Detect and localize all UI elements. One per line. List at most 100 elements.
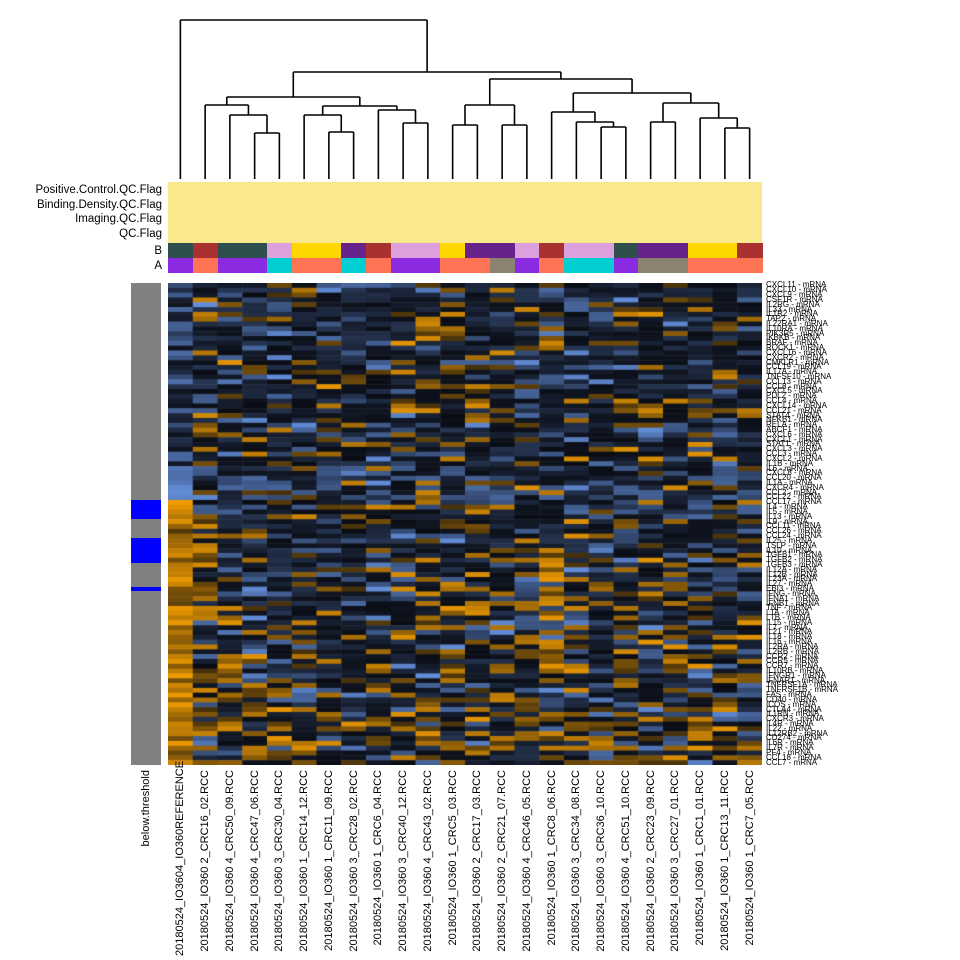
gene-row-label: CCL19 - mRNA <box>766 362 822 372</box>
annotation-cell <box>366 243 392 258</box>
gene-row-label: CXCL9 - mRNA <box>766 290 823 300</box>
gene-row-label: TNFSF10 - mRNA <box>766 371 832 381</box>
annotation-cell <box>712 258 738 273</box>
gene-row-label: CCL21 - mRNA <box>766 405 822 415</box>
gene-row-label: IFNA1 - mRNA <box>766 593 820 603</box>
sample-column-label: 20180524_IO360 4_CRC43_02.RCC <box>421 770 434 952</box>
sample-column-label: 20180524_IO360 1_CRC13_11.RCC <box>718 770 731 951</box>
gene-row-label: IL21 - mRNA <box>766 627 813 637</box>
gene-row-label: IFNB1 - mRNA <box>766 598 820 608</box>
annotation-cell <box>366 258 392 273</box>
below-threshold-flag-segment <box>131 586 161 592</box>
gene-row-label: CXCR4 - mRNA <box>766 482 824 492</box>
sample-column-label: 20180524_IO360 4_CRC50_09.RCC <box>223 770 236 952</box>
gene-row-label: CXCL11 - mRNA <box>766 280 827 290</box>
gene-row-label: CCL24 - mRNA <box>766 531 822 541</box>
sample-column-label: 20180524_IO360 3_CRC27_01.RCC <box>669 770 682 952</box>
gene-row-label: TGFB3 - mRNA <box>766 559 823 569</box>
gene-row-label: IL1RN - mRNA <box>766 709 820 719</box>
annotation-label-b: B <box>154 244 162 257</box>
annotation-cell <box>663 243 689 258</box>
gene-row-label: IL12A - mRNA <box>766 564 818 574</box>
annotation-cell <box>341 243 367 258</box>
sample-column-label: 20180524_IO360 1_CRC14_12.RCC <box>298 770 311 952</box>
annotation-label-qc-flag: QC.Flag <box>119 227 162 240</box>
qc-flag-annotation-band <box>168 182 762 243</box>
annotation-label-a: A <box>154 259 162 272</box>
gene-row-label: IL6R - mRNA <box>766 738 814 748</box>
annotation-cell <box>737 243 763 258</box>
gene-row-label: CCL11 - mRNA <box>766 521 821 531</box>
gene-row-label: IL9 - mRNA <box>766 516 808 526</box>
gene-row-label: IL33 - mRNA <box>766 304 813 314</box>
sample-column-label: 20180524_IO360 2_CRC21_07.RCC <box>496 770 509 952</box>
gene-row-label: IL18 - mRNA <box>766 632 813 642</box>
gene-row-label: IL7R - mRNA <box>766 743 814 753</box>
gene-row-label: CXCL16 - mRNA <box>766 347 827 357</box>
annotation-cell <box>465 258 491 273</box>
sample-column-label: 20180524_IO360 3_CRC40_12.RCC <box>397 770 410 952</box>
annotation-cell <box>564 243 590 258</box>
gene-row-label: CD40 - mRNA <box>766 694 818 704</box>
annotation-cell <box>217 243 243 258</box>
gene-row-label: CCL20 - mRNA <box>766 473 822 483</box>
gene-row-label: IL4R - mRNA <box>766 719 814 729</box>
gene-row-label: CCL2 - mRNA <box>766 487 818 497</box>
gene-row-label: CCL18 - mRNA <box>766 752 822 762</box>
gene-row-label: IKBKB - mRNA <box>766 333 821 343</box>
gene-row-label: CCL26 - mRNA <box>766 526 822 536</box>
column-dendrogram <box>179 19 751 179</box>
annotation-cell <box>687 243 713 258</box>
gene-row-label: CCL4 - mRNA <box>766 396 818 406</box>
annotation-cell <box>192 243 218 258</box>
annotation-row-A <box>168 258 763 273</box>
annotation-cell <box>440 243 466 258</box>
gene-row-label: IL1R2 - mRNA <box>766 309 819 319</box>
annotation-cell <box>267 243 293 258</box>
annotation-cell <box>638 258 664 273</box>
gene-row-label: CXCL10 - mRNA <box>766 285 827 295</box>
gene-row-label: IL10RB - mRNA <box>766 666 824 675</box>
gene-row-label: EBI3 - mRNA <box>766 584 815 594</box>
gene-row-label: IL25 - mRNA <box>766 535 813 545</box>
gene-row-label: BRAF - mRNA <box>766 338 818 348</box>
gene-row-label: TSLP - mRNA <box>766 540 817 550</box>
annotation-cell <box>316 258 342 273</box>
gene-row-label: CXCR2 - mRNA <box>766 352 824 362</box>
gene-row-label: CCR2 - mRNA <box>766 651 819 661</box>
annotation-cell <box>267 258 293 273</box>
annotation-cell <box>316 243 342 258</box>
gene-row-label: CD274 - mRNA <box>766 733 822 743</box>
sample-column-label: 20180524_IO360 1_CRC5_03.RCC <box>446 770 459 946</box>
gene-row-label: IL23A - mRNA <box>766 574 818 584</box>
gene-row-label: TNF - mRNA <box>766 603 813 613</box>
annotation-cell <box>415 243 441 258</box>
annotation-cell <box>168 258 194 273</box>
gene-row-label: CMKLR1 - mRNA <box>766 357 830 367</box>
annotation-cell <box>514 243 540 258</box>
gene-row-labels: CXCL11 - mRNA CXCL10 - mRNA CXCL9 - mRNA CS… <box>766 280 960 767</box>
annotation-cell <box>217 258 243 273</box>
gene-row-label: TGFB2 - mRNA <box>766 555 823 565</box>
gene-row-label: IL12RB2 - mRNA <box>766 728 828 738</box>
gene-row-label: RELA - mRNA <box>766 420 818 430</box>
annotation-label-positive-control-qc-flag: Positive.Control.QC.Flag <box>35 184 162 196</box>
annotation-label-binding-density-qc-flag: Binding.Density.QC.Flag <box>36 198 162 211</box>
gene-row-label: ROCK1 - mRNA <box>766 343 825 353</box>
sample-column-label: 20180524_IO360 1_CRC11_09.RCC <box>322 770 335 951</box>
sample-column-label: 20180524_IO360 2_CRC17_03.RCC <box>471 770 484 952</box>
gene-row-label: CCL17 - mRNA <box>766 497 822 507</box>
annotation-label-imaging-qc-flag: Imaging.QC.Flag <box>75 213 162 225</box>
gene-row-label: CCL13 - mRNA <box>766 376 822 386</box>
gene-row-label: LTA - mRNA <box>766 608 810 618</box>
sample-column-label: 20180524_IO360 1_CRC7_05.RCC <box>743 770 756 946</box>
gene-row-label: CCL8 - mRNA <box>766 381 818 391</box>
annotation-cell <box>489 243 515 258</box>
annotation-cell <box>440 258 466 273</box>
annotation-cell <box>564 258 590 273</box>
gene-row-label: CSF1R - mRNA <box>766 294 823 304</box>
gene-row-label: CXCL6 - mRNA <box>766 429 823 439</box>
gene-row-label: CCL7 - mRNA <box>766 757 818 767</box>
gene-row-label: CXCL1 - mRNA <box>766 434 823 444</box>
